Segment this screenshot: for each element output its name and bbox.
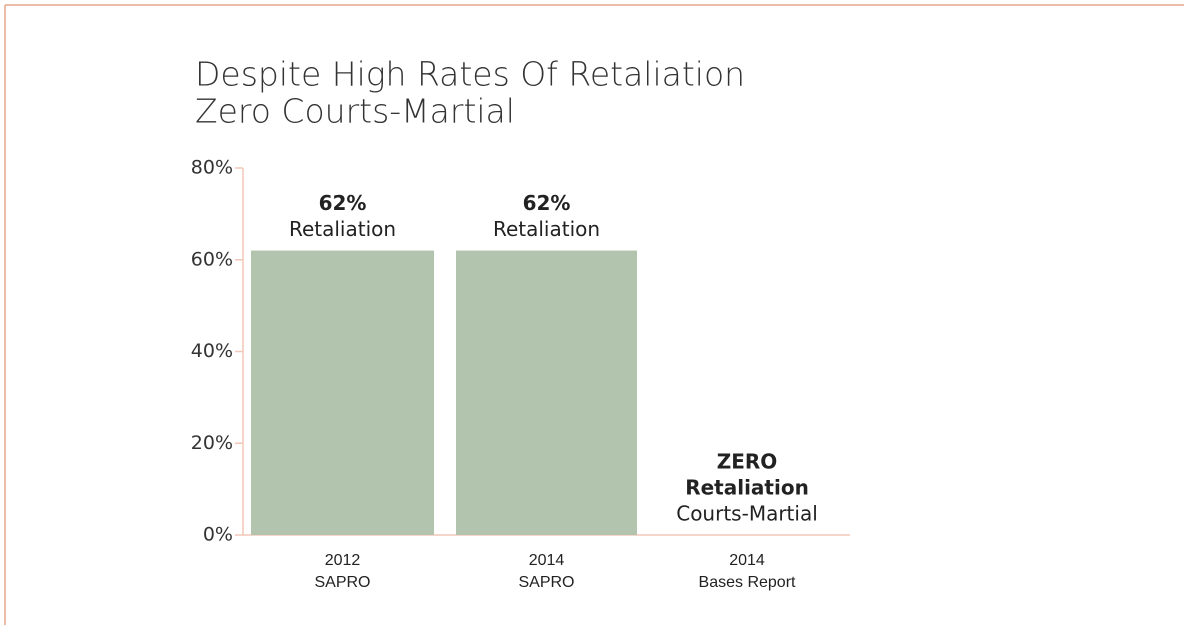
chart-title: Zero Courts-Martial — [195, 92, 515, 131]
bar — [251, 250, 434, 535]
y-tick-label: 60% — [191, 248, 233, 270]
bar-annotation: Retaliation — [493, 217, 600, 241]
chart-title: Despite High Rates Of Retaliation — [195, 55, 745, 94]
bar-annotation: Retaliation — [685, 476, 809, 500]
x-tick-label: 2014 — [529, 552, 565, 569]
y-tick-label: 80% — [191, 157, 233, 179]
y-tick-label: 20% — [191, 432, 233, 454]
value-label: ZERO — [717, 450, 778, 474]
y-tick-label: 0% — [203, 524, 233, 546]
bar-annotation: Courts-Martial — [676, 502, 818, 526]
y-tick-label: 40% — [191, 340, 233, 362]
x-tick-label: Bases Report — [699, 574, 796, 591]
bar-annotation: Retaliation — [289, 217, 396, 241]
value-label: 62% — [523, 191, 571, 215]
value-label: 62% — [319, 191, 367, 215]
x-tick-label: SAPRO — [518, 574, 574, 591]
x-tick-label: SAPRO — [314, 574, 370, 591]
x-tick-label: 2012 — [325, 552, 361, 569]
x-tick-label: 2014 — [729, 552, 765, 569]
bar — [456, 250, 637, 535]
